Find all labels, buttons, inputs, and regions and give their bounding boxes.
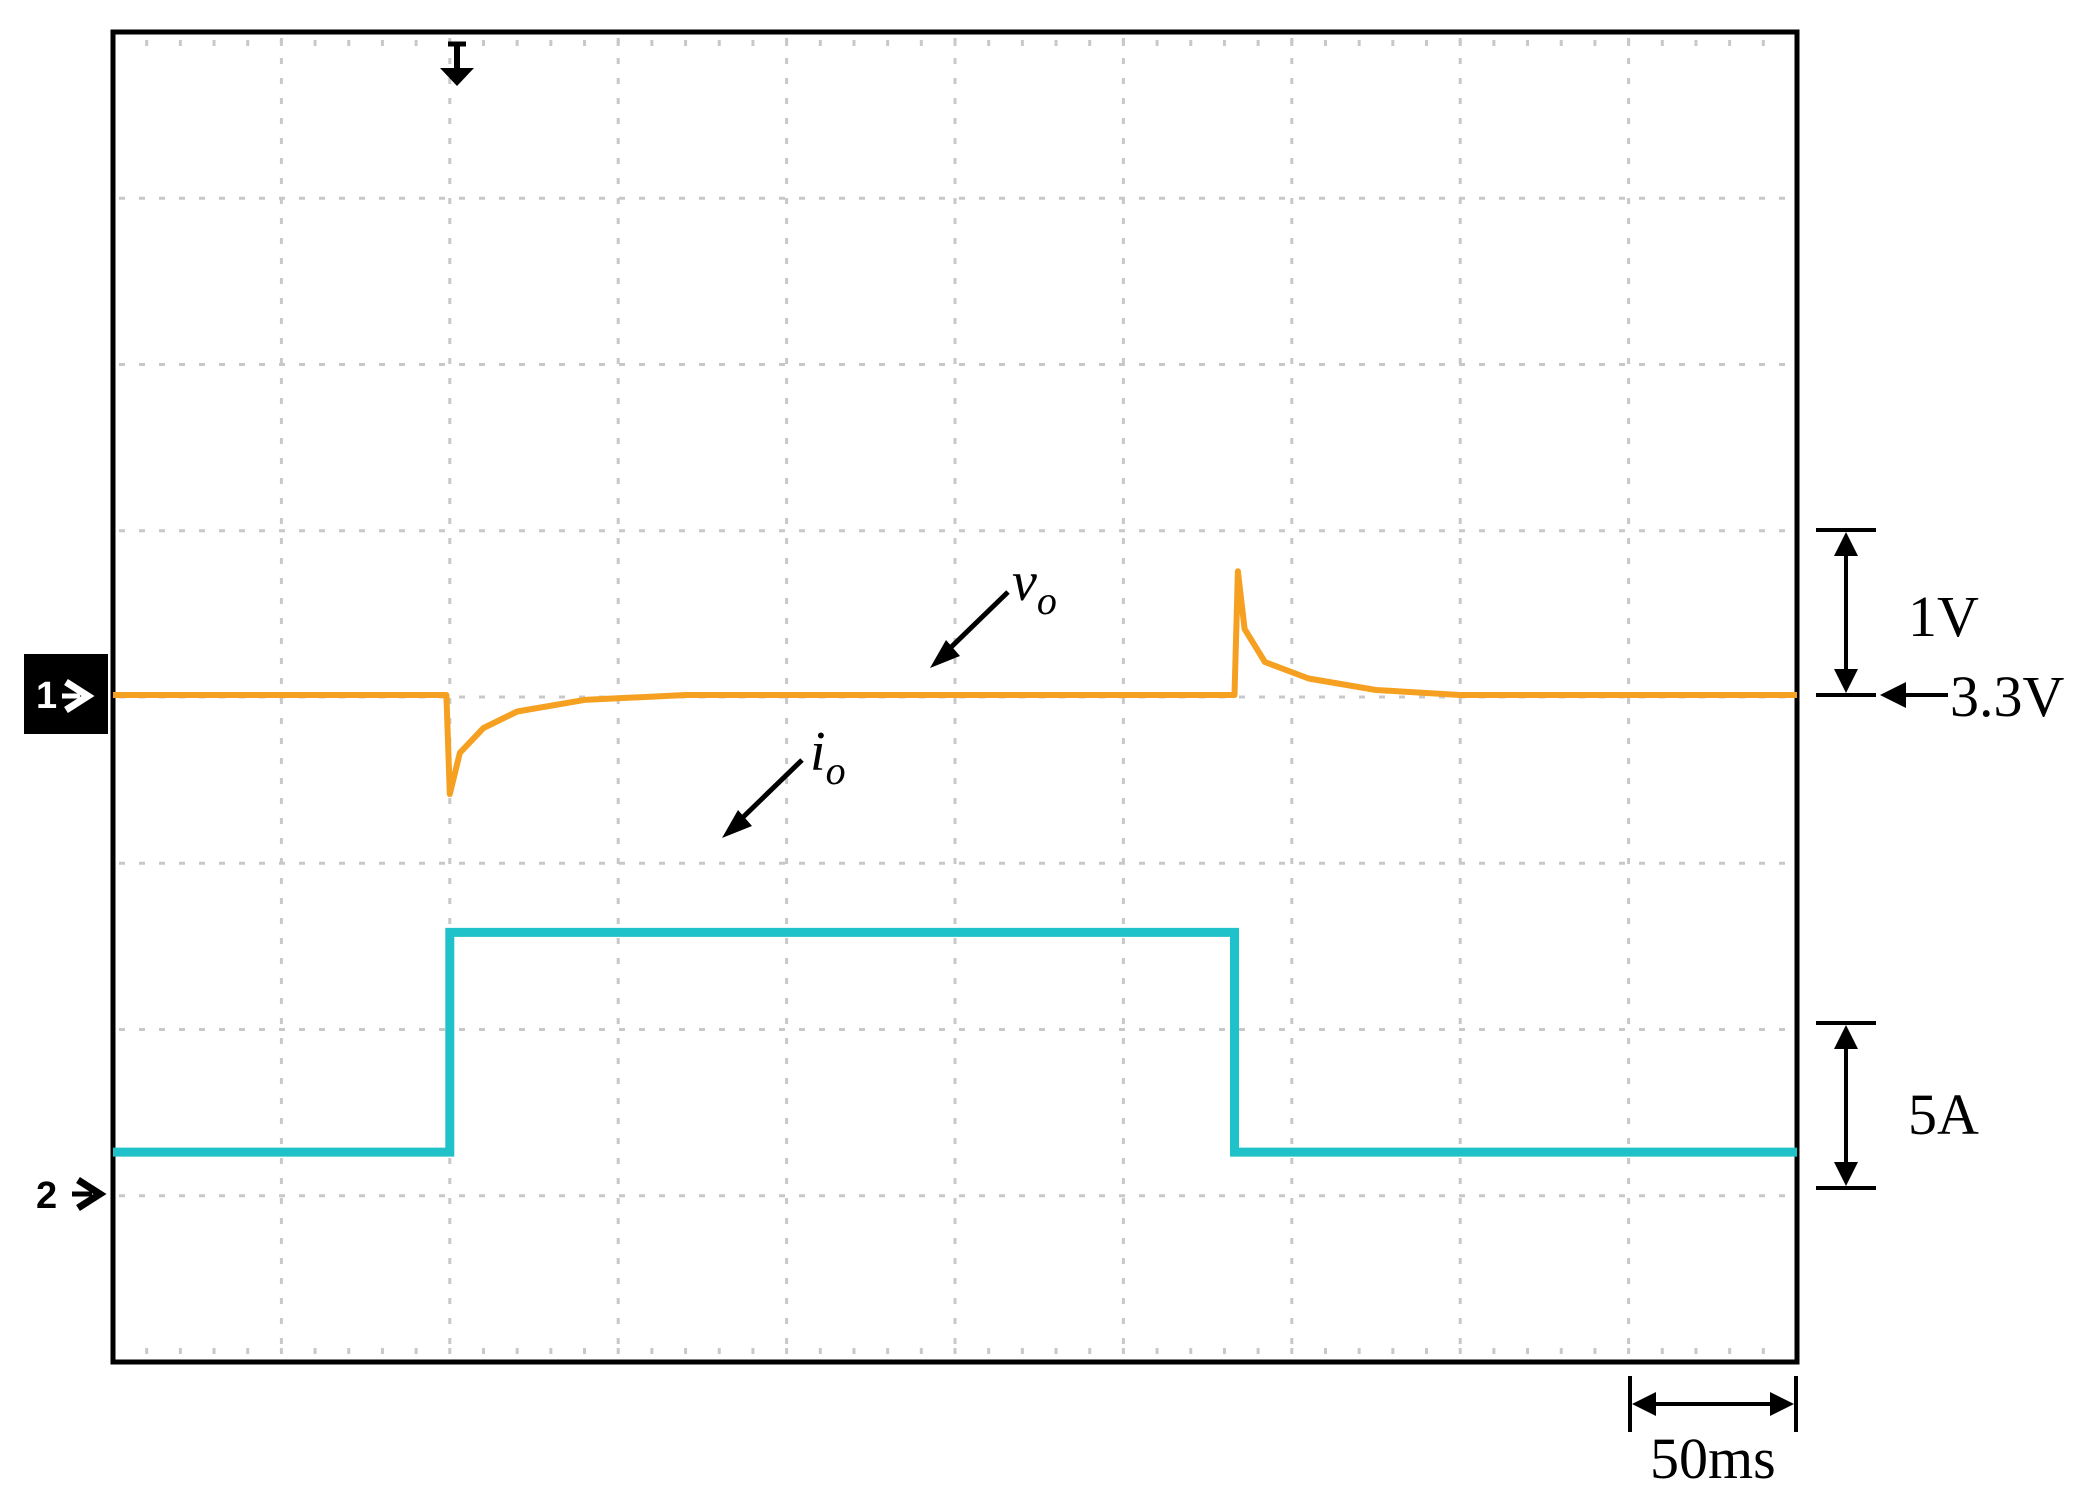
voltage-baseline-marker: 3.3V [1880,664,2065,729]
channel-2-marker-label: 2 [36,1175,57,1217]
channel-1-marker: 1 [24,654,108,734]
voltage-scale-bar: 1V [1816,528,1979,697]
series-line-io [113,927,1797,1157]
current-scale-bar: 5A [1816,1021,1979,1190]
vo-label-main: v [1012,551,1037,613]
vo-annotation: vo [930,551,1057,668]
channel-2-marker: 2 [36,1175,107,1217]
voltage-baseline-label: 3.3V [1950,664,2065,729]
io-label-sub: o [826,748,846,793]
voltage-scale-label: 1V [1908,584,1979,649]
series-line-vo [113,568,1797,797]
svg-text:vo: vo [1012,551,1057,623]
io-annotation: io [722,721,846,838]
channel-1-marker-label: 1 [36,675,57,717]
time-scale-bar: 50ms [1628,1376,1798,1491]
trigger-marker-icon [440,41,474,86]
io-label-main: i [810,721,826,783]
current-scale-label: 5A [1908,1082,1979,1147]
vo-label-sub: o [1037,578,1057,623]
time-scale-label: 50ms [1650,1426,1776,1491]
svg-text:io: io [810,721,846,793]
